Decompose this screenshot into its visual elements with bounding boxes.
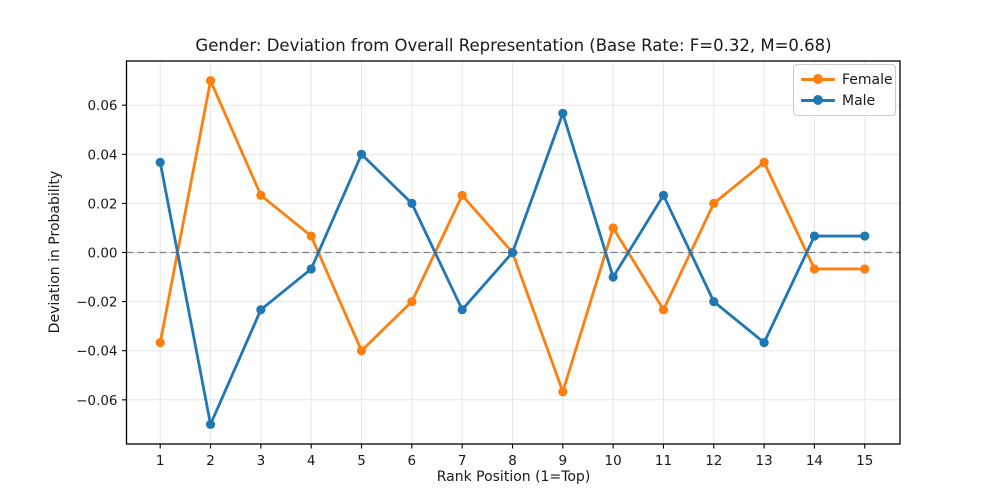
x-tick-label: 15 (856, 453, 873, 469)
female-data-point (205, 76, 216, 86)
y-tick-label: −0.06 (76, 393, 117, 409)
x-tick-label: 7 (458, 453, 467, 469)
female-data-point (759, 157, 769, 167)
female-data-point (709, 198, 719, 208)
female-data-point (558, 387, 568, 397)
legend-item-male: Male (801, 91, 887, 110)
x-axis-label: Rank Position (1=Top) (436, 469, 591, 485)
female-data-point (809, 264, 820, 274)
male-data-point (658, 190, 669, 200)
female-line-swatch (801, 74, 835, 85)
x-tick-label: 11 (655, 453, 672, 469)
y-tick-label: 0.00 (87, 246, 117, 262)
female-data-point (356, 346, 367, 356)
male-data-point (205, 419, 216, 429)
male-data-point (256, 305, 266, 315)
female-data-point (860, 264, 870, 274)
male-data-point (356, 149, 367, 159)
x-tick-label: 14 (806, 453, 823, 469)
male-data-point (809, 231, 820, 241)
male-data-point (306, 264, 316, 274)
male-data-point (709, 297, 719, 307)
female-data-point (155, 338, 165, 348)
legend-label-male: Male (842, 92, 876, 109)
female-data-point (407, 297, 417, 307)
y-tick-label: −0.02 (76, 295, 117, 311)
y-axis-label: Deviation in Probability (47, 170, 63, 334)
x-tick-label: 10 (605, 453, 622, 469)
y-tick-label: 0.02 (87, 196, 117, 212)
male-data-point (507, 247, 518, 258)
chart-title: Gender: Deviation from Overall Represent… (195, 36, 832, 55)
y-tick-label: 0.06 (87, 98, 117, 114)
male-data-point (155, 157, 165, 167)
x-tick-label: 13 (756, 453, 773, 469)
male-data-point (608, 272, 618, 282)
x-tick-label: 12 (705, 453, 722, 469)
female-data-point (658, 305, 669, 315)
x-tick-label: 6 (408, 453, 417, 469)
x-tick-label: 4 (307, 453, 316, 469)
male-data-point (407, 198, 417, 208)
female-data-point (608, 223, 618, 233)
x-tick-label: 3 (257, 453, 266, 469)
legend-item-female: Female (801, 70, 893, 89)
male-data-point (759, 338, 769, 348)
legend: Female Male (793, 64, 896, 116)
x-tick-label: 2 (206, 453, 215, 469)
male-line-swatch (801, 95, 835, 106)
x-tick-label: 9 (559, 453, 568, 469)
female-data-point (256, 190, 266, 200)
x-tick-label: 8 (508, 453, 517, 469)
female-marker-dot (813, 74, 823, 85)
x-tick-label: 1 (156, 453, 165, 469)
x-tick-label: 5 (357, 453, 366, 469)
y-tick-label: 0.04 (87, 147, 117, 163)
male-data-point (457, 305, 467, 315)
male-data-point (558, 108, 568, 118)
female-data-point (457, 190, 467, 200)
female-data-point (306, 231, 316, 241)
male-data-point (860, 231, 870, 241)
y-tick-label: −0.04 (76, 344, 117, 360)
legend-label-female: Female (842, 71, 893, 88)
male-marker-dot (813, 95, 823, 106)
